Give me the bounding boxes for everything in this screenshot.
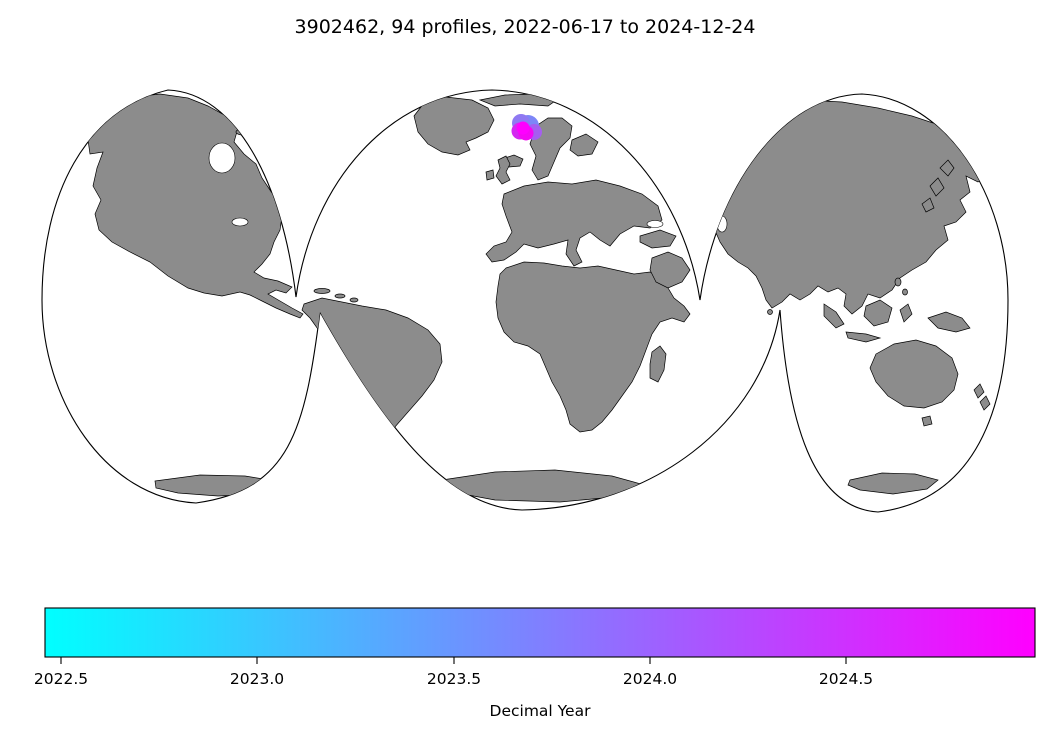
colorbar-ticks: 2022.5 2023.0 2023.5 2024.0 2024.5 <box>34 657 873 688</box>
lake-caspian-sea <box>716 215 728 233</box>
colorbar-frame <box>44 607 1036 658</box>
lake-hudson-bay <box>208 142 236 174</box>
land-europe-mainland <box>485 179 663 267</box>
land-finland <box>569 133 599 157</box>
figure-title: 3902462, 94 profiles, 2022-06-17 to 2024… <box>295 16 756 38</box>
land-new-guinea <box>927 311 971 333</box>
land-new-zealand <box>973 383 985 399</box>
colorbar-axis-label: Decimal Year <box>490 702 592 720</box>
profile-point <box>516 121 530 135</box>
land-svalbard-sliver <box>478 93 559 107</box>
land-anatolia <box>639 229 677 249</box>
colorbar: 2022.5 2023.0 2023.5 2024.0 2024.5 Decim… <box>34 607 1036 720</box>
land-australia <box>869 339 959 409</box>
land-greenland <box>413 96 495 156</box>
tick-label: 2023.0 <box>230 670 284 688</box>
landmasses <box>87 93 991 503</box>
land-new-zealand <box>979 395 991 411</box>
land-britain <box>495 155 511 185</box>
land-sulawesi <box>899 303 913 323</box>
land-japan <box>921 197 935 213</box>
land-philippines <box>902 288 908 296</box>
land-hispaniola <box>334 293 346 299</box>
land-borneo <box>863 299 893 327</box>
land-philippines <box>894 277 902 287</box>
land-antilles <box>349 297 359 303</box>
land-arctic-island <box>249 116 261 124</box>
tick-label: 2024.5 <box>819 670 873 688</box>
tick-label: 2022.5 <box>34 670 88 688</box>
land-arabia <box>649 251 691 289</box>
lake-black-sea <box>646 220 664 228</box>
land-africa <box>495 261 691 433</box>
world-map <box>41 89 1009 513</box>
land-japan <box>939 159 955 177</box>
land-japan <box>929 177 945 197</box>
profile-cluster <box>511 114 542 141</box>
tick-label: 2023.5 <box>427 670 481 688</box>
land-sri-lanka <box>767 309 773 315</box>
land-north-america <box>87 93 304 319</box>
lake-great-lakes <box>231 217 249 227</box>
colorbar-gradient <box>45 608 1035 657</box>
land-java <box>845 331 882 343</box>
land-arctic-island <box>228 104 242 112</box>
land-cuba <box>313 288 331 294</box>
tick-label: 2024.0 <box>623 670 677 688</box>
land-tasmania <box>921 415 933 427</box>
land-antarctica-east <box>847 472 939 495</box>
land-sumatra <box>823 303 845 329</box>
land-ireland <box>485 169 495 181</box>
land-madagascar <box>649 345 667 383</box>
